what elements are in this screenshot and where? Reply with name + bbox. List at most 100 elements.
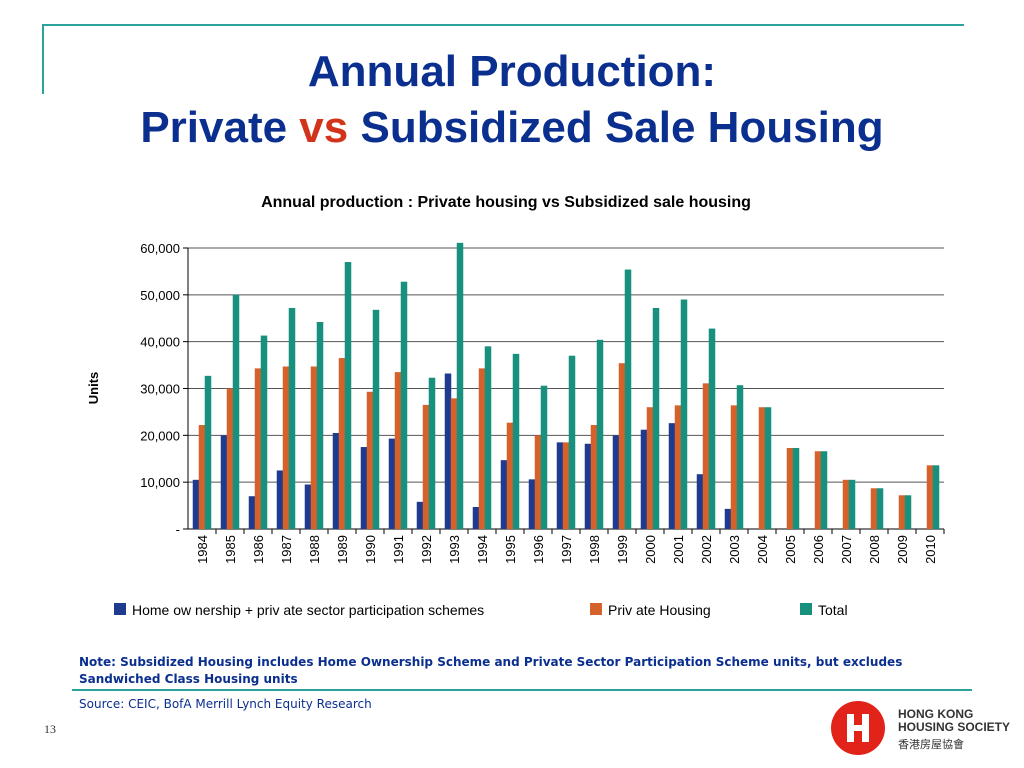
- bar-0: [248, 496, 256, 529]
- bar-1: [506, 422, 514, 529]
- x-tick-label: 2000: [643, 535, 658, 564]
- bar-1: [870, 488, 878, 529]
- x-tick-label: 2002: [699, 535, 714, 564]
- hk-housing-society-logo: HONG KONG HOUSING SOCIETY 香港房屋協會: [828, 700, 1018, 756]
- y-tick-label: 50,000: [140, 288, 180, 303]
- slide-title: Annual Production: Private vs Subsidized…: [0, 44, 1024, 156]
- x-tick-label: 1991: [391, 535, 406, 564]
- x-tick-label: 1985: [223, 535, 238, 564]
- x-tick-label: 2001: [671, 535, 686, 564]
- legend-label-1: Priv ate Housing: [608, 602, 711, 618]
- x-tick-label: 1989: [335, 535, 350, 564]
- chart-title: Annual production : Private housing vs S…: [261, 194, 751, 211]
- bar-0: [472, 506, 480, 529]
- bar-1: [926, 465, 934, 529]
- bar-2: [232, 294, 240, 529]
- x-tick-label: 1988: [307, 535, 322, 564]
- bar-0: [192, 479, 200, 529]
- title-subsidized: Subsidized Sale Housing: [348, 103, 884, 152]
- logo-line-2: HOUSING SOCIETY: [898, 720, 1011, 734]
- bar-2: [652, 307, 660, 529]
- bar-1: [394, 372, 402, 529]
- x-tick-label: 1994: [475, 535, 490, 564]
- x-tick-label: 2003: [727, 535, 742, 564]
- x-tick-label: 2008: [867, 535, 882, 564]
- bar-0: [276, 470, 284, 529]
- bar-1: [534, 435, 542, 529]
- bar-2: [764, 407, 772, 529]
- x-tick-label: 2005: [783, 535, 798, 564]
- x-tick-label: 1987: [279, 535, 294, 564]
- bar-2: [596, 339, 604, 529]
- bar-0: [360, 447, 368, 529]
- bar-2: [568, 355, 576, 529]
- y-axis-label: Units: [86, 372, 101, 405]
- left-accent-line: [42, 24, 44, 94]
- legend-label-2: Total: [818, 602, 848, 618]
- bar-2: [400, 281, 408, 529]
- title-line-1: Annual Production:: [307, 47, 717, 96]
- bar-2: [428, 377, 436, 529]
- note-divider: [72, 689, 972, 691]
- bar-1: [758, 407, 766, 529]
- logo-chinese: 香港房屋協會: [898, 738, 964, 751]
- bar-0: [612, 435, 620, 529]
- bar-2: [904, 495, 912, 529]
- x-tick-label: 2006: [811, 535, 826, 564]
- bar-2: [792, 447, 800, 529]
- top-accent-line: [42, 24, 964, 26]
- bar-2: [540, 385, 548, 529]
- x-tick-label: 2007: [839, 535, 854, 564]
- bar-2: [316, 321, 324, 529]
- legend-label-0: Home ow nership + priv ate sector partic…: [132, 602, 484, 618]
- bar-0: [444, 373, 452, 529]
- bar-0: [500, 460, 508, 529]
- logo-english: HONG KONG HOUSING SOCIETY: [898, 708, 1010, 734]
- bar-2: [932, 465, 940, 529]
- bar-0: [724, 508, 732, 529]
- bar-0: [388, 438, 396, 529]
- bar-2: [736, 385, 744, 529]
- y-tick-label: 20,000: [140, 428, 180, 443]
- bar-0: [332, 432, 340, 529]
- x-tick-label: 1998: [587, 535, 602, 564]
- bar-0: [220, 435, 228, 529]
- bar-1: [898, 495, 906, 529]
- title-vs: vs: [299, 103, 349, 152]
- bar-1: [786, 447, 794, 529]
- x-tick-label: 1990: [363, 535, 378, 564]
- y-tick-label: 40,000: [140, 335, 180, 350]
- x-tick-label: 1996: [531, 535, 546, 564]
- bar-2: [204, 375, 212, 529]
- title-line-2: Private vs Subsidized Sale Housing: [0, 100, 1024, 156]
- bar-2: [288, 307, 296, 529]
- bar-1: [450, 398, 458, 529]
- x-tick-label: 1997: [559, 535, 574, 564]
- bar-2: [876, 488, 884, 529]
- y-tick-label: 10,000: [140, 475, 180, 490]
- bar-1: [562, 442, 570, 529]
- y-tick-label: 30,000: [140, 382, 180, 397]
- bar-2: [484, 346, 492, 529]
- bar-1: [730, 405, 738, 529]
- x-tick-label: 1999: [615, 535, 630, 564]
- bar-2: [512, 353, 520, 529]
- y-tick-label: -: [176, 522, 180, 537]
- legend-swatch-1: [590, 603, 602, 615]
- x-tick-label: 2010: [923, 535, 938, 564]
- bar-1: [618, 363, 626, 529]
- footnote: Note: Subsidized Housing includes Home O…: [79, 655, 903, 686]
- bar-1: [254, 368, 262, 529]
- bar-2: [848, 479, 856, 529]
- bar-2: [456, 242, 464, 529]
- bar-0: [556, 442, 564, 529]
- title-private: Private: [140, 103, 300, 152]
- bar-0: [416, 501, 424, 529]
- bar-0: [640, 429, 648, 529]
- housing-society-emblem-icon: [831, 701, 885, 755]
- x-tick-label: 1984: [195, 535, 210, 564]
- legend-swatch-0: [114, 603, 126, 615]
- bar-0: [528, 479, 536, 529]
- bar-1: [338, 358, 346, 529]
- bar-1: [226, 388, 234, 529]
